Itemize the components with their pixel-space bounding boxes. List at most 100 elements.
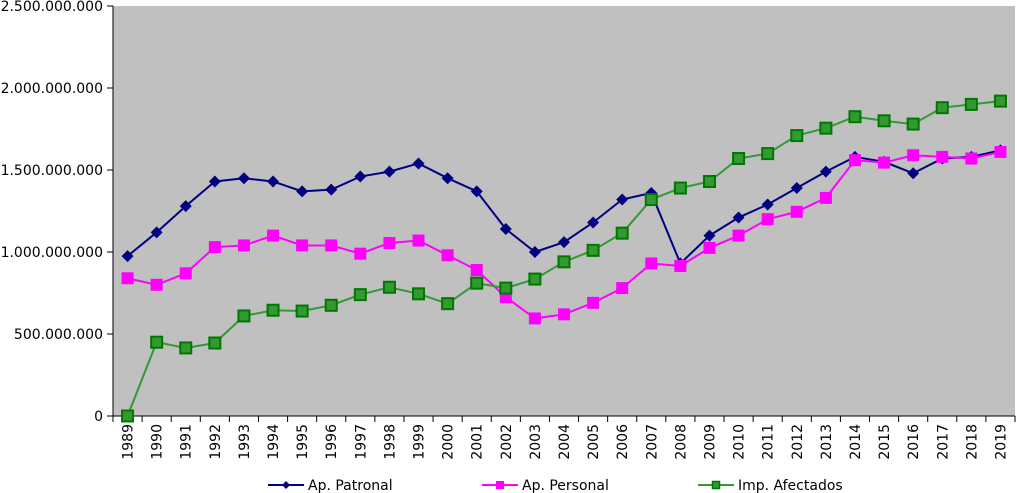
data-point xyxy=(587,296,600,309)
data-point xyxy=(179,341,193,355)
x-tick-label: 1994 xyxy=(266,424,282,460)
y-tick-label: 1.500.000.000 xyxy=(1,163,103,179)
data-point xyxy=(703,241,716,254)
data-point xyxy=(237,172,250,185)
data-point xyxy=(761,147,775,161)
x-tick-label: 2005 xyxy=(586,424,602,460)
x-tick-label: 1999 xyxy=(412,424,428,460)
data-point xyxy=(382,280,396,294)
data-point xyxy=(906,117,920,131)
data-point xyxy=(819,165,832,178)
data-point xyxy=(558,236,570,249)
legend-marker xyxy=(711,480,721,490)
data-point xyxy=(644,193,658,207)
data-point xyxy=(121,409,135,423)
data-point xyxy=(993,94,1007,108)
x-tick-label: 2002 xyxy=(499,424,515,460)
data-point xyxy=(441,297,455,311)
data-point xyxy=(150,278,163,291)
data-point xyxy=(295,304,309,318)
data-point xyxy=(296,239,309,252)
data-point xyxy=(703,229,716,242)
data-point xyxy=(267,229,280,242)
data-point xyxy=(761,198,774,211)
data-point xyxy=(383,165,396,178)
data-point xyxy=(907,167,920,180)
y-axis: 0 500.000.000 1.000.000.000 1.500.000.000 2.… xyxy=(1,0,114,425)
series-layer xyxy=(121,94,1007,423)
x-tick-label: 1992 xyxy=(208,424,224,460)
data-point xyxy=(528,312,541,325)
legend-marker xyxy=(282,481,290,489)
data-point xyxy=(616,193,629,206)
x-tick-label: 2004 xyxy=(557,424,573,460)
y-tick-label: 500.000.000 xyxy=(14,327,103,343)
data-point xyxy=(237,239,250,252)
y-tick-label: 0 xyxy=(94,409,103,425)
x-tick-label: 1993 xyxy=(237,424,253,460)
legend-item: Ap. Personal xyxy=(482,478,609,493)
x-tick-label: 1998 xyxy=(382,424,398,460)
data-point xyxy=(412,157,425,170)
data-point xyxy=(848,110,862,124)
data-point xyxy=(616,282,629,295)
x-tick-label: 1989 xyxy=(121,424,137,460)
data-point xyxy=(819,191,832,204)
data-point xyxy=(877,114,891,128)
data-point xyxy=(848,154,861,167)
data-point xyxy=(936,150,949,163)
data-point xyxy=(732,211,745,224)
data-point xyxy=(267,175,280,188)
legend: Ap. Patronal Ap. Personal Imp. Afectados xyxy=(268,478,843,493)
data-point xyxy=(761,213,774,226)
data-point xyxy=(790,205,803,218)
x-tick-label: 2003 xyxy=(528,424,544,460)
data-point xyxy=(470,276,484,290)
data-point xyxy=(470,185,483,198)
y-tick-label: 2.000.000.000 xyxy=(1,81,103,97)
data-point xyxy=(587,216,600,229)
data-point xyxy=(266,303,280,317)
data-point xyxy=(441,249,454,262)
data-point xyxy=(674,259,687,272)
data-point xyxy=(935,101,949,115)
data-point xyxy=(732,152,746,166)
x-tick-label: 2010 xyxy=(732,424,748,460)
x-tick-label: 2016 xyxy=(906,424,922,460)
data-point xyxy=(354,170,367,183)
data-point xyxy=(121,250,134,263)
x-tick-label: 2008 xyxy=(673,424,689,460)
data-point xyxy=(325,183,338,196)
legend-marker xyxy=(496,481,504,489)
data-point xyxy=(296,185,309,198)
legend-item: Ap. Patronal xyxy=(268,478,393,493)
x-tick-label: 2011 xyxy=(761,424,777,460)
data-point xyxy=(324,298,338,312)
x-tick-label: 1990 xyxy=(150,424,166,460)
data-point xyxy=(499,281,513,295)
data-point xyxy=(353,288,367,302)
data-point xyxy=(964,97,978,111)
x-tick-label: 2012 xyxy=(790,424,806,460)
data-point xyxy=(179,200,192,213)
data-point xyxy=(586,243,600,257)
x-tick-label: 2014 xyxy=(848,424,864,460)
x-tick-label: 2000 xyxy=(441,424,457,460)
data-point xyxy=(325,239,338,252)
plot-area xyxy=(113,6,1015,416)
x-tick-label: 2017 xyxy=(935,424,951,460)
x-tick-label: 2019 xyxy=(993,424,1009,460)
x-tick-label: 2001 xyxy=(470,424,486,460)
data-point xyxy=(557,255,571,269)
legend-label: Imp. Afectados xyxy=(738,478,843,493)
x-tick-label: 2007 xyxy=(644,424,660,460)
x-tick-label: 2015 xyxy=(877,424,893,460)
data-point xyxy=(673,181,687,195)
x-tick-label: 1996 xyxy=(324,424,340,460)
data-point xyxy=(702,174,716,188)
data-point xyxy=(208,336,222,350)
data-point xyxy=(412,234,425,247)
data-point xyxy=(150,335,164,349)
x-tick-label: 1991 xyxy=(179,424,195,460)
